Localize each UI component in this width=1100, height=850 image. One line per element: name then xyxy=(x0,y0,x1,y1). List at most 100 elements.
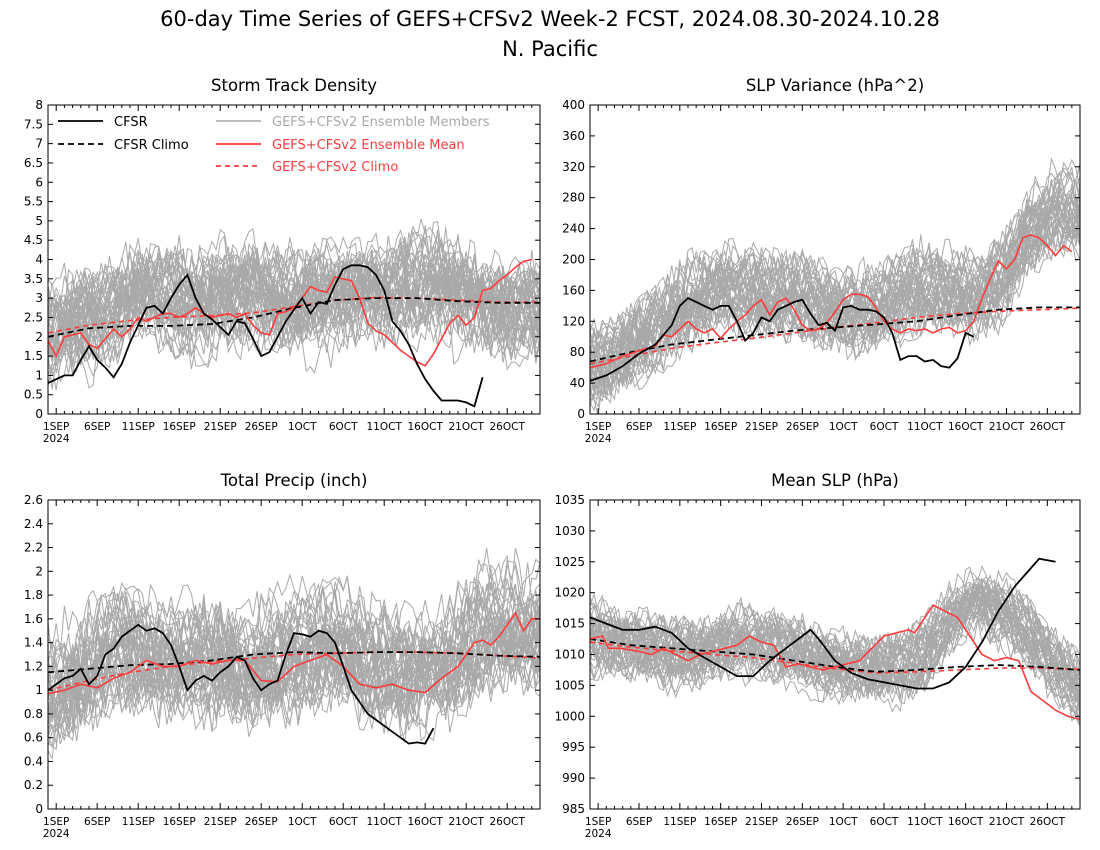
y-tick-label: 0.6 xyxy=(24,731,43,745)
panel-title: Mean SLP (hPa) xyxy=(771,471,899,490)
series-cfsr-climo xyxy=(48,651,540,674)
x-tick-label: 1SEP xyxy=(43,421,69,433)
plot-area xyxy=(48,218,540,408)
member-line xyxy=(590,612,1080,717)
member-line xyxy=(48,623,540,742)
member-line xyxy=(48,250,540,347)
y-tick-label: 0.8 xyxy=(24,707,43,721)
y-tick-label: 0.5 xyxy=(24,388,43,402)
panel-title: Total Precip (inch) xyxy=(220,471,368,490)
x-tick-label: 6OCT xyxy=(329,816,358,828)
series-gefs-climo xyxy=(590,307,1080,365)
member-line xyxy=(48,604,540,725)
panel-1: SLP Variance (hPa^2) 0 40 80 120 160 200 240 280… xyxy=(562,76,1081,445)
y-tick-label: 2.2 xyxy=(24,541,43,555)
x-tick-label: 6SEP xyxy=(626,421,652,433)
x-tick-label: 26SEP xyxy=(245,816,278,828)
x-tick-label: 6OCT xyxy=(329,421,358,433)
legend-label-gefs-climo: GEFS+CFSv2 Climo xyxy=(272,160,398,175)
x-year-label: 2024 xyxy=(43,433,70,445)
member-line xyxy=(590,609,1080,725)
y-tick-label: 7.5 xyxy=(24,117,43,131)
legend-label-cfsr-climo: CFSR Climo xyxy=(114,138,189,153)
panel-2: Total Precip (inch) 0 0.2 0.4 0.6 0.8 1 1.2 1.4 1… xyxy=(24,471,541,840)
y-tick-label: 8 xyxy=(35,98,43,112)
y-tick-label: 4.5 xyxy=(24,233,43,247)
member-line xyxy=(48,220,540,331)
y-tick-label: 1025 xyxy=(554,555,585,569)
x-tick-label: 16OCT xyxy=(948,421,984,433)
y-tick-label: 0.2 xyxy=(24,778,43,792)
x-tick-label: 16SEP xyxy=(163,421,196,433)
member-line xyxy=(48,588,540,691)
member-line xyxy=(48,243,540,351)
x-tick-label: 1OCT xyxy=(288,816,317,828)
series-cfsr xyxy=(48,264,484,408)
x-tick-label: 16OCT xyxy=(408,421,444,433)
x-tick-label: 26OCT xyxy=(490,421,526,433)
chart-panels: Storm Track Density 0 0.5 1 1.5 2 2.5 3 3.5 4 4.5 5… xyxy=(24,76,1081,840)
y-tick-label: 2 xyxy=(35,564,43,578)
member-line xyxy=(48,638,540,737)
member-line xyxy=(48,613,540,730)
x-tick-label: 26OCT xyxy=(490,816,526,828)
member-line xyxy=(48,561,540,678)
x-tick-label: 21SEP xyxy=(204,816,237,828)
series-cfsr xyxy=(590,297,975,382)
y-tick-label: 40 xyxy=(570,376,585,390)
y-tick-label: 0 xyxy=(35,407,43,421)
series-cfsr xyxy=(48,623,435,745)
y-tick-label: 200 xyxy=(562,253,585,267)
x-tick-label: 21OCT xyxy=(449,816,485,828)
y-tick-label: 1030 xyxy=(554,524,585,538)
x-tick-label: 16OCT xyxy=(408,816,444,828)
x-year-label: 2024 xyxy=(585,433,612,445)
y-tick-label: 1.8 xyxy=(24,588,43,602)
y-tick-label: 1.5 xyxy=(24,349,43,363)
x-tick-label: 21SEP xyxy=(204,421,237,433)
x-tick-label: 16SEP xyxy=(163,816,196,828)
y-tick-label: 2 xyxy=(35,330,43,344)
x-tick-label: 11OCT xyxy=(907,816,943,828)
member-line xyxy=(48,593,540,717)
member-line xyxy=(48,264,540,364)
x-tick-label: 26SEP xyxy=(786,421,819,433)
x-tick-label: 11SEP xyxy=(122,421,155,433)
figure-title-line2: N. Pacific xyxy=(502,37,598,61)
y-tick-label: 0 xyxy=(35,802,43,816)
x-tick-label: 11OCT xyxy=(907,421,943,433)
figure-title-line1: 60-day Time Series of GEFS+CFSv2 Week-2 … xyxy=(160,7,940,31)
panel-0: Storm Track Density 0 0.5 1 1.5 2 2.5 3 3.5 4 4.5 5… xyxy=(24,76,541,445)
x-tick-label: 26SEP xyxy=(786,816,819,828)
y-tick-label: 1005 xyxy=(554,678,585,692)
y-tick-label: 160 xyxy=(562,283,585,297)
y-tick-label: 320 xyxy=(562,160,585,174)
x-tick-label: 6SEP xyxy=(84,816,110,828)
y-tick-label: 360 xyxy=(562,129,585,143)
y-tick-label: 400 xyxy=(562,98,585,112)
y-tick-label: 280 xyxy=(562,191,585,205)
y-tick-label: 1 xyxy=(35,683,43,697)
y-tick-label: 5 xyxy=(35,214,43,228)
y-tick-label: 4 xyxy=(35,253,43,267)
x-year-label: 2024 xyxy=(585,828,612,840)
y-tick-label: 5.5 xyxy=(24,195,43,209)
x-tick-label: 11SEP xyxy=(663,421,696,433)
x-tick-label: 11SEP xyxy=(663,816,696,828)
y-tick-label: 2.6 xyxy=(24,493,43,507)
x-year-label: 2024 xyxy=(43,828,70,840)
x-tick-label: 1SEP xyxy=(585,421,611,433)
member-line xyxy=(48,640,540,761)
x-tick-label: 16OCT xyxy=(948,816,984,828)
y-tick-label: 120 xyxy=(562,314,585,328)
x-tick-label: 21OCT xyxy=(989,421,1025,433)
member-line xyxy=(48,581,540,680)
member-line xyxy=(590,214,1080,385)
x-tick-label: 26OCT xyxy=(1030,421,1066,433)
y-tick-label: 995 xyxy=(562,740,585,754)
y-tick-label: 1010 xyxy=(554,648,585,662)
series-cfsr-climo xyxy=(590,638,1080,673)
y-tick-label: 6.5 xyxy=(24,156,43,170)
y-tick-label: 3 xyxy=(35,291,43,305)
legend-label-cfsr: CFSR xyxy=(114,115,148,130)
